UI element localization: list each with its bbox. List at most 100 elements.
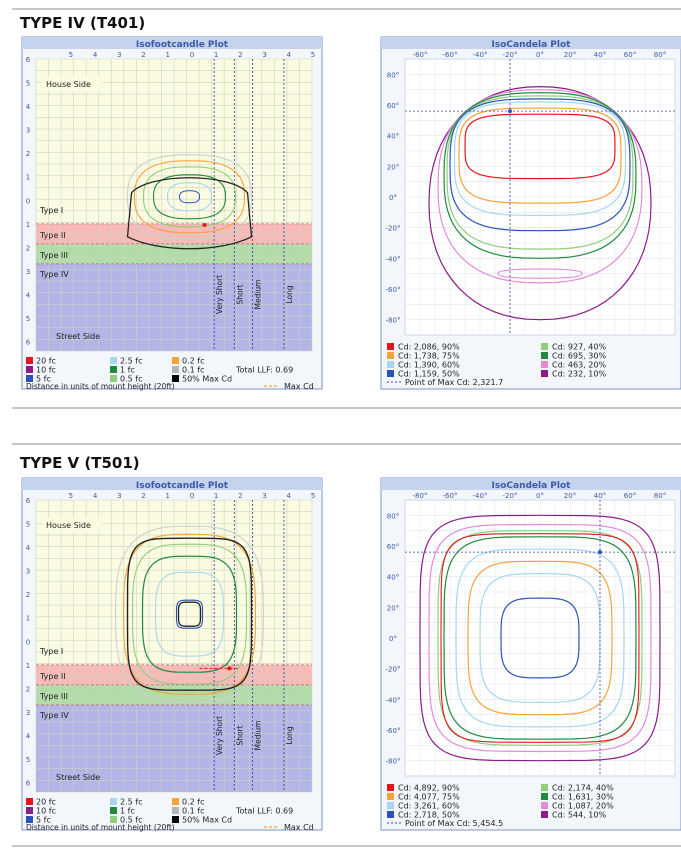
x-tick-label: 5 — [69, 51, 73, 59]
x-tick-label: 2 — [141, 51, 145, 59]
y-tick-label: 2 — [26, 150, 30, 158]
y-tick-label: -40° — [386, 255, 401, 263]
x-tick-label: 4 — [93, 51, 98, 59]
legend-swatch — [110, 375, 117, 382]
x-tick-label: 5 — [311, 51, 315, 59]
x-tick-label: 20° — [564, 492, 576, 500]
isocandela-contour — [500, 597, 580, 679]
legend-label: 50% Max Cd — [182, 816, 232, 825]
x-tick-label: 40° — [594, 51, 606, 59]
legend-swatch — [541, 802, 548, 809]
section-title: TYPE IV (T401) — [20, 14, 146, 32]
legend-label: 5 fc — [36, 816, 51, 825]
y-tick-label: 4 — [26, 544, 31, 552]
isofootcandle-contour — [142, 166, 237, 228]
y-tick-label: 4 — [26, 291, 31, 299]
house-side-label: House Side — [46, 521, 91, 530]
y-tick-label: 80° — [387, 512, 399, 520]
x-tick-label: 60° — [624, 492, 636, 500]
x-tick-label: -60° — [443, 492, 458, 500]
y-tick-label: 0° — [389, 194, 397, 202]
legend-label: 0.2 fc — [182, 798, 204, 807]
y-tick-label: 20° — [387, 163, 399, 171]
contour-50pct-max-cd — [126, 537, 253, 691]
distance-note: Distance in units of mount height (20ft) — [26, 382, 175, 391]
y-tick-label: 5 — [26, 521, 30, 529]
y-tick-label: 1 — [26, 615, 30, 623]
legend-label: 0.2 fc — [182, 357, 204, 366]
isofootcandle-contour — [114, 525, 265, 703]
legend-swatch — [110, 798, 117, 805]
band-label-type-ii: Type II — [39, 672, 66, 681]
y-tick-label: 4 — [26, 103, 31, 111]
y-tick-label: 2 — [26, 244, 30, 252]
legend-swatch — [26, 366, 33, 373]
legend-label: Cd: 927, 40% — [552, 343, 606, 352]
total-llf-label: Total LLF: 0.69 — [235, 807, 293, 816]
plot-title-bar — [381, 37, 681, 49]
isocandela-contour — [467, 560, 613, 716]
x-tick-label: 0° — [536, 51, 544, 59]
x-tick-label: -40° — [473, 51, 488, 59]
legend-label: 20 fc — [36, 357, 56, 366]
legend-swatch — [541, 811, 548, 818]
max-cd-marker — [227, 666, 232, 671]
distance-line-label: Short — [235, 725, 244, 745]
legend-label: 1 fc — [120, 366, 135, 375]
x-tick-label: -60° — [443, 51, 458, 59]
distance-line-label: Long — [285, 285, 294, 303]
legend-swatch — [110, 807, 117, 814]
y-tick-label: 3 — [26, 709, 30, 717]
contour-50pct-max-cd — [126, 177, 253, 250]
house-side-bg — [42, 77, 102, 91]
isocandela-plot: IsoCandela Plot -80° -60° -40° -20° 0° 20° 40° 6… — [380, 36, 681, 390]
y-tick-label: 40° — [387, 133, 399, 141]
legend-swatch — [26, 375, 33, 382]
legend-swatch — [172, 366, 179, 373]
legend-swatch — [387, 361, 394, 368]
legend-label: Cd: 232, 10% — [552, 370, 606, 379]
legend-label: Cd: 4,077, 75% — [398, 793, 460, 802]
legend-label: 50% Max Cd — [182, 375, 232, 384]
y-tick-label: 6 — [26, 56, 31, 64]
street-side-label: Street Side — [56, 773, 100, 782]
legend-swatch — [541, 352, 548, 359]
x-tick-label: -80° — [413, 492, 428, 500]
isofootcandle-contour — [126, 154, 253, 240]
section-title: TYPE V (T501) — [20, 454, 140, 472]
y-tick-label: 40° — [387, 574, 399, 582]
y-tick-label: -80° — [386, 317, 401, 325]
isocandela-contour — [497, 268, 583, 279]
house-side-bg — [42, 518, 102, 532]
legend-swatch — [26, 357, 33, 364]
band-label-type-ii: Type II — [39, 231, 66, 240]
y-tick-label: 2 — [26, 591, 30, 599]
legend-swatch — [110, 357, 117, 364]
x-tick-label: 1 — [165, 492, 169, 500]
x-tick-label: 4 — [287, 492, 292, 500]
distance-note: Distance in units of mount height (20ft) — [26, 823, 175, 832]
y-tick-label: 1 — [26, 221, 30, 229]
legend-label: 0.1 fc — [182, 807, 204, 816]
legend-swatch — [110, 366, 117, 373]
y-tick-label: 0 — [26, 197, 30, 205]
y-tick-label: -20° — [386, 666, 401, 674]
y-tick-label: -40° — [386, 696, 401, 704]
x-tick-label: 4 — [287, 51, 292, 59]
legend-label: 5 fc — [36, 375, 51, 384]
band-label-type-iv: Type IV — [39, 270, 69, 279]
legend-label: 1 fc — [120, 807, 135, 816]
total-llf-label: Total LLF: 0.69 — [235, 366, 293, 375]
legend-label: 0.1 fc — [182, 366, 204, 375]
legend-label: Cd: 1,390, 60% — [398, 361, 460, 370]
plot-title: IsoCandela Plot — [492, 40, 572, 50]
legend-swatch — [541, 793, 548, 800]
max-cd-legend-label: Max Cd — [284, 823, 314, 832]
x-tick-label: 1 — [165, 51, 169, 59]
y-tick-label: 1 — [26, 662, 30, 670]
y-tick-label: 5 — [26, 80, 30, 88]
legend-swatch — [387, 370, 394, 377]
legend-label: 10 fc — [36, 366, 56, 375]
legend-label: 0.5 fc — [120, 816, 142, 825]
x-tick-label: 1 — [214, 492, 218, 500]
